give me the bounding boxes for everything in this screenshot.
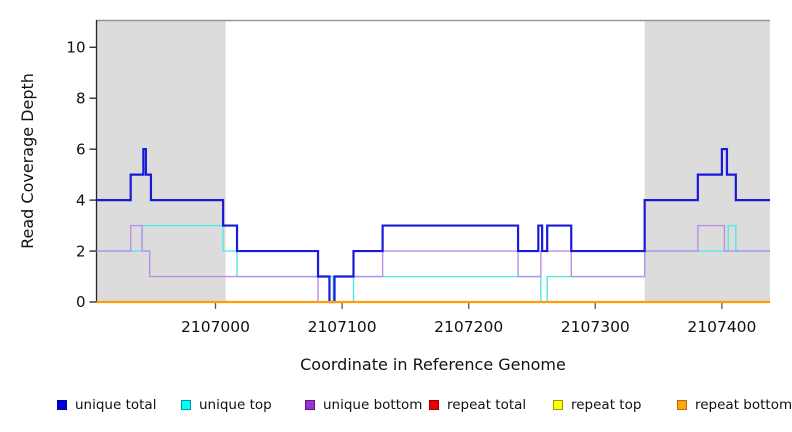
series-unique-bottom xyxy=(96,224,770,303)
legend-label: repeat top xyxy=(571,397,642,413)
legend-item-unique-total: unique total xyxy=(57,396,156,414)
legend-label: repeat bottom xyxy=(695,397,792,413)
chart-legend: unique total unique top unique bottom repea… xyxy=(0,396,792,418)
x-axis-title: Coordinate in Reference Genome xyxy=(300,355,566,374)
legend-label: unique top xyxy=(199,397,272,413)
legend-item-unique-bottom: unique bottom xyxy=(305,396,422,414)
legend-label: repeat total xyxy=(447,397,527,413)
legend-item-unique-top: unique top xyxy=(181,396,272,414)
legend-swatch-icon xyxy=(57,400,67,410)
legend-swatch-icon xyxy=(677,400,687,410)
x-tick-label: 2107000 xyxy=(181,318,250,336)
legend-swatch-icon xyxy=(553,400,563,410)
legend-swatch-icon xyxy=(429,400,439,410)
masked-region-left xyxy=(96,20,226,302)
y-tick-label: 6 xyxy=(76,140,86,158)
legend-item-repeat-bottom: repeat bottom xyxy=(677,396,792,414)
y-tick-label: 8 xyxy=(76,89,86,107)
legend-item-repeat-total: repeat total xyxy=(429,396,526,414)
y-tick-label: 2 xyxy=(76,242,86,260)
legend-item-repeat-top: repeat top xyxy=(553,396,641,414)
masked-region-right xyxy=(644,20,770,302)
y-tick-label: 0 xyxy=(76,293,86,311)
series-unique-top xyxy=(96,224,770,303)
x-tick-label: 2107300 xyxy=(561,318,630,336)
x-tick-label: 2107400 xyxy=(687,318,756,336)
x-tick-label: 2107200 xyxy=(434,318,503,336)
legend-swatch-icon xyxy=(181,400,191,410)
y-tick-label: 10 xyxy=(66,38,85,56)
legend-swatch-icon xyxy=(305,400,315,410)
legend-label: unique total xyxy=(75,397,157,413)
y-tick-label: 4 xyxy=(76,191,86,209)
y-axis-title: Read Coverage Depth xyxy=(18,73,37,249)
legend-label: unique bottom xyxy=(323,397,423,413)
x-tick-label: 2107100 xyxy=(308,318,377,336)
series-unique-total xyxy=(96,148,770,304)
